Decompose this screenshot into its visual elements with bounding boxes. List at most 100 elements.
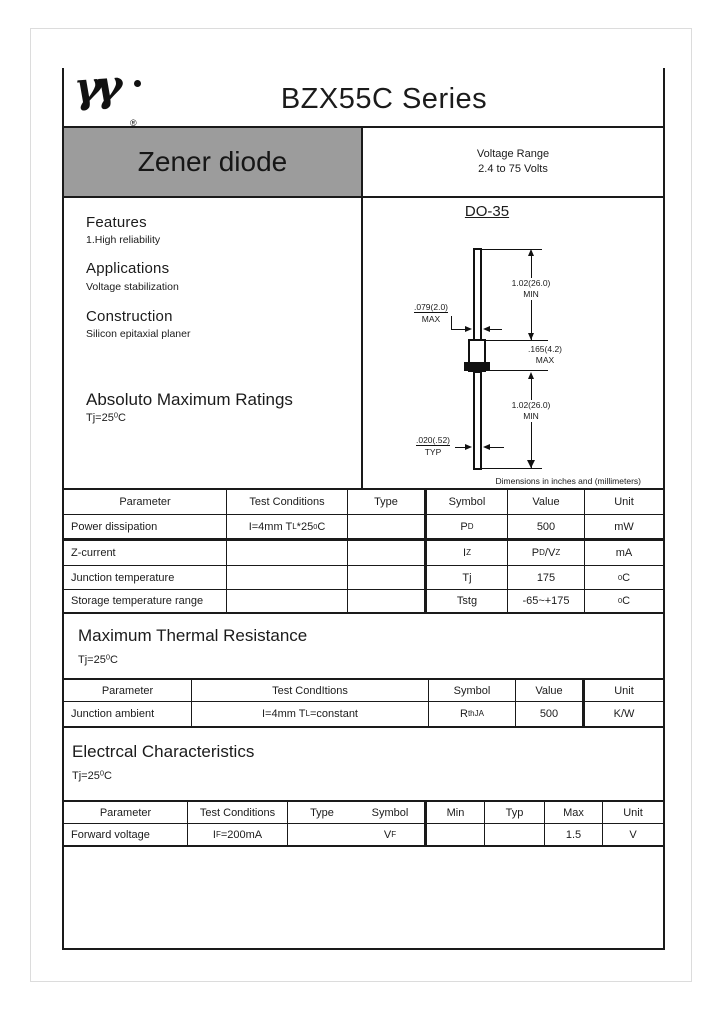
col-header: Parameter	[64, 680, 192, 701]
arrow-left-icon	[483, 326, 490, 332]
cell-unit: mA	[615, 547, 633, 559]
arrow-right-icon	[465, 326, 472, 332]
table-header-row: Parameter Test CondItions Symbol Value U…	[64, 680, 663, 702]
electrical-title: Electrcal Characteristics	[72, 742, 255, 761]
col-header: Type	[348, 490, 427, 514]
cell-test-conditions: I F =200mA	[188, 824, 288, 845]
table-row: Storage temperature range Tstg -65~+175 …	[64, 590, 663, 614]
product-name-cell: Zener diode	[64, 128, 363, 196]
cell-min	[427, 824, 485, 845]
col-header: Min	[427, 802, 485, 823]
col-header: Symbol	[371, 806, 409, 819]
dim-body-diameter: .079(2.0) MAX	[413, 302, 449, 324]
arrow-up-icon	[528, 249, 534, 256]
applications-heading: Applications	[86, 260, 170, 277]
leader-horizontal	[451, 329, 466, 330]
col-header: Parameter	[64, 802, 188, 823]
col-header: Unit	[614, 684, 634, 697]
overview-section: Features 1.High reliability Applications…	[64, 198, 663, 490]
cell-type	[348, 515, 427, 538]
arrow-down-icon	[527, 460, 535, 468]
brand-logo-dot	[134, 80, 141, 87]
voltage-range-cell: Voltage Range 2.4 to 75 Volts	[363, 128, 663, 196]
voltage-range-line1: Voltage Range	[476, 148, 550, 160]
electrical-table: Parameter Test Conditions Type Symbol Mi…	[64, 800, 663, 847]
diode-top-lead	[473, 248, 482, 341]
tick-bottom	[482, 468, 542, 469]
col-header: Type	[310, 806, 334, 819]
col-header: Symbol	[427, 490, 508, 514]
brand-logo-icon: γγ ®	[72, 61, 162, 130]
brand-logo-glyphs: γγ	[72, 60, 118, 113]
dim-lead-diameter: .020(.52) TYP	[415, 435, 451, 457]
cell-parameter: Power dissipation	[64, 515, 227, 538]
arrow-right-icon	[465, 444, 472, 450]
arrow-left-icon	[483, 444, 490, 450]
table-header-row: Parameter Test Conditions Type Symbol Mi…	[64, 802, 663, 824]
cell-type	[348, 590, 427, 612]
cell-value: 175	[508, 566, 585, 589]
diode-cathode-band	[464, 362, 490, 371]
cell-parameter: Z-current	[64, 541, 227, 565]
cell-test-conditions: I=4mm T L *25 0 C	[227, 515, 348, 538]
cell-parameter: Storage temperature range	[64, 590, 227, 612]
col-header: Test Conditions	[188, 802, 288, 823]
tick-body-top	[486, 340, 548, 341]
dimensions-caption: Dimensions in inches and (millimeters)	[495, 476, 642, 486]
leader-tail	[490, 329, 502, 330]
cell-type	[348, 541, 427, 565]
scan-border	[30, 28, 692, 982]
dim-lead-bottom: 1.02(26.0) MIN	[500, 400, 562, 422]
overview-text-column: Features 1.High reliability Applications…	[64, 198, 363, 488]
leader-vertical	[451, 316, 452, 330]
cell-unit: K/W	[613, 708, 635, 720]
col-header: Test CondItions	[192, 680, 429, 701]
tick-body-bottom	[486, 370, 548, 371]
cell-parameter: Forward voltage	[64, 824, 188, 845]
cell-test-conditions	[227, 541, 348, 565]
package-name: DO-35	[464, 203, 510, 220]
construction-item: Silicon epitaxial planer	[86, 328, 191, 340]
cell-test-conditions: I=4mm T L =constant	[192, 702, 429, 726]
arrow-up-icon	[528, 372, 534, 379]
col-header: Value	[508, 490, 585, 514]
electrical-condition: Tj=250C	[72, 768, 112, 782]
col-header: Value	[516, 680, 585, 701]
cell-value: P D/V Z	[508, 541, 585, 565]
cell-value: -65~+175	[508, 590, 585, 612]
cell-type	[348, 566, 427, 589]
datasheet-sheet: γγ ® BZX55C Series Zener diode Voltage R…	[62, 61, 665, 950]
voltage-range-line2: 2.4 to 75 Volts	[478, 163, 548, 175]
features-heading: Features	[86, 214, 147, 231]
col-header: Unit	[623, 806, 643, 819]
cell-max: 1.5	[545, 824, 603, 845]
arrow-down-icon	[528, 333, 534, 340]
col-header: Test Conditions	[227, 490, 348, 514]
col-header: Symbol	[429, 680, 516, 701]
cell-test-conditions	[227, 566, 348, 589]
tick-top	[482, 249, 542, 250]
thermal-condition: Tj=250C	[78, 652, 118, 666]
leader-horizontal	[455, 447, 466, 448]
cell-parameter: Junction temperature	[64, 566, 227, 589]
col-header: Typ	[485, 802, 545, 823]
abs-max-table: Parameter Test Conditions Type Symbol Va…	[64, 490, 663, 614]
thermal-title: Maximum Thermal Resistance	[78, 626, 308, 645]
features-item: 1.High reliability	[86, 234, 161, 246]
applications-item: Voltage stabilization	[86, 281, 179, 293]
col-header: Max	[545, 802, 603, 823]
cell-parameter: Junction ambient	[64, 702, 192, 726]
cell-value: 500	[516, 702, 585, 726]
